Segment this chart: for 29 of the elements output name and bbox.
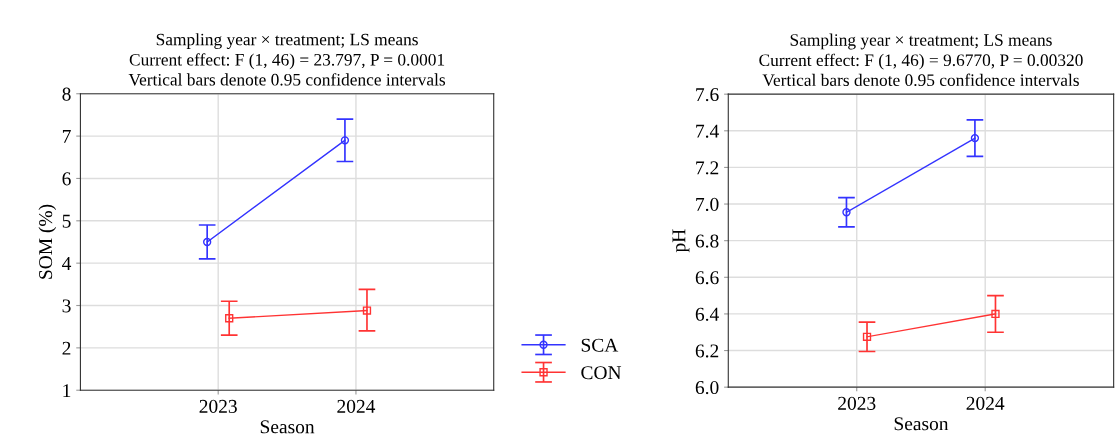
y-axis-title: pH bbox=[672, 229, 690, 253]
y-tick-label: 7 bbox=[62, 130, 71, 143]
y-axis-title: SOM (%) bbox=[38, 204, 57, 279]
y-tick-label: 7.2 bbox=[696, 161, 719, 175]
y-tick-label: 7.4 bbox=[696, 124, 719, 138]
legend-label: CON bbox=[581, 366, 622, 380]
y-tick-label: 6.0 bbox=[695, 380, 719, 395]
x-axis-title: Season bbox=[894, 417, 949, 431]
y-tick-label: 5 bbox=[62, 214, 71, 228]
x-tick-label: 2024 bbox=[966, 396, 1005, 410]
x-tick-label: 2023 bbox=[199, 399, 237, 413]
x-tick-label: 2024 bbox=[337, 399, 376, 413]
x-tick-label: 2023 bbox=[838, 396, 876, 410]
y-tick-label: 3 bbox=[62, 299, 71, 313]
y-tick-label: 4 bbox=[62, 257, 72, 270]
chart-title: Sampling year × treatment; LS means Current effect: F (1, 46) = 23.797, P = 0.0001 Vertical bars denote 0.95 confidence intervals bbox=[128, 33, 446, 86]
y-tick-label: 2 bbox=[62, 341, 71, 355]
x-axis-title: Season bbox=[260, 420, 315, 434]
y-tick-label: 6.6 bbox=[695, 271, 719, 285]
y-tick-label: 6.4 bbox=[695, 307, 719, 321]
y-tick-label: 7.6 bbox=[696, 88, 719, 102]
chart-title: Sampling year × treatment; LS means Current effect: F (1, 46) = 9.6770, P = 0.00320 Vertical bars denote 0.95 confidence intervals bbox=[759, 33, 1083, 87]
y-tick-label: 1 bbox=[63, 384, 71, 397]
y-tick-label: 8 bbox=[62, 87, 71, 101]
y-tick-label: 6.8 bbox=[695, 234, 719, 248]
legend-label: SCA bbox=[581, 338, 619, 352]
y-tick-label: 7.0 bbox=[696, 197, 719, 212]
y-tick-label: 6 bbox=[62, 172, 71, 186]
y-tick-label: 6.2 bbox=[695, 344, 719, 358]
